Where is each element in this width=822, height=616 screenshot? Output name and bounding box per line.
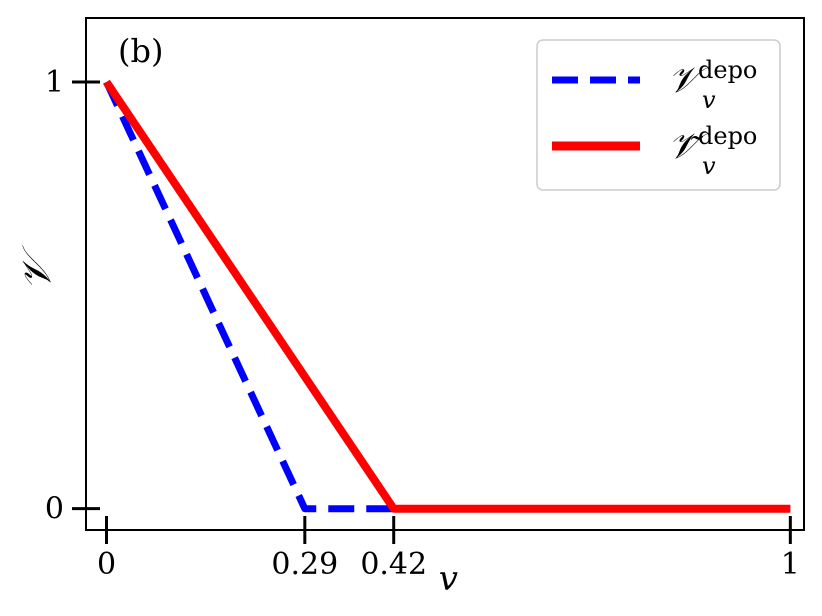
plot-frame xyxy=(85,17,805,531)
series-layer xyxy=(103,79,791,513)
legend-1-sup: depo xyxy=(698,122,757,150)
series-line-1 xyxy=(103,79,791,513)
panel-label: (b) xyxy=(118,32,163,70)
x-tick-label-3: 1 xyxy=(781,547,800,582)
legend-label-0: 𝒱depo xyxy=(668,56,757,101)
y-tick-label-0: 0 xyxy=(45,492,64,527)
x-tick-label-2: 0.42 xyxy=(360,547,427,582)
legend-1-sub: v xyxy=(702,152,716,180)
ticks-layer: 0 0.29 0.42 1 0 1 xyxy=(45,65,800,582)
legend: 𝒱depo v 𝒱̃depo v xyxy=(536,39,781,191)
legend-0-sub: v xyxy=(702,86,716,114)
legend-label-1: 𝒱̃depo xyxy=(668,122,757,167)
x-tick-label-1: 0.29 xyxy=(271,547,338,582)
legend-0-sup: depo xyxy=(698,56,757,84)
y-axis-label: 𝒱 xyxy=(14,245,60,291)
x-axis-label: v xyxy=(439,559,458,599)
y-tick-label-1: 1 xyxy=(45,65,64,100)
x-tick-label-0: 0 xyxy=(97,547,116,582)
series-line-0 xyxy=(103,80,791,513)
